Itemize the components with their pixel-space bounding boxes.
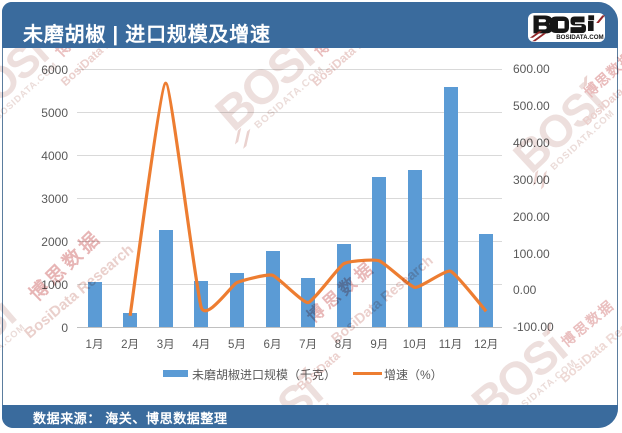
svg-text:BOSIDATA.COM: BOSIDATA.COM [556, 34, 604, 41]
svg-text:BosiData Research: BosiData Research [58, 5, 149, 89]
